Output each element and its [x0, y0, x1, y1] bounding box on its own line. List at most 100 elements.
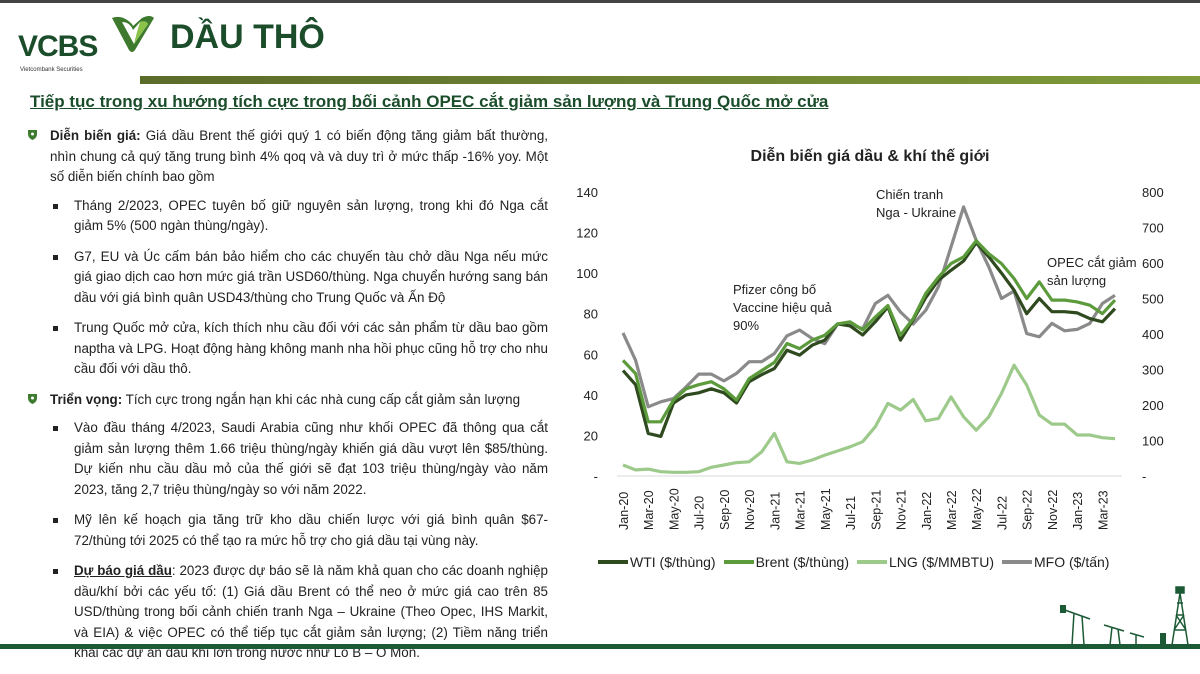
x-axis-tick-label: Nov-22	[1046, 490, 1060, 530]
bottom-border	[0, 644, 1200, 649]
x-axis-tick-label: Sep-20	[718, 490, 732, 530]
series-line-brent	[621, 239, 1117, 424]
x-axis-tick-label: Mar-22	[945, 490, 959, 530]
right-axis-tick-label: 800	[1142, 185, 1164, 200]
x-axis-tick-label: Jan-20	[617, 492, 631, 530]
x-axis-tick-label: Mar-21	[794, 490, 808, 530]
bullet-text: G7, EU và Úc cấm bán bảo hiểm cho các ch…	[74, 248, 548, 305]
legend-label: LNG ($/MMBTU)	[888, 554, 994, 570]
oil-rig-decoration-icon	[1060, 586, 1189, 645]
bullet-text: Tháng 2/2023, OPEC tuyên bố giữ nguyên s…	[74, 197, 548, 234]
x-axis-tick-label: Jan-21	[768, 492, 782, 530]
square-bullet-icon	[53, 254, 58, 260]
right-axis-tick-label: 500	[1142, 292, 1164, 307]
shield-bullet-icon	[28, 393, 37, 404]
page-title: DẦU THÔ	[170, 18, 325, 56]
shield-bullet-icon	[28, 130, 37, 140]
annotation-line: 90%	[733, 318, 760, 333]
x-axis-tick-label: May-20	[667, 488, 681, 530]
x-axis-tick-label: Nov-20	[743, 490, 757, 530]
left-axis-tick-label: 140	[576, 185, 598, 200]
page-subtitle: Tiếp tục trong xu hướng tích cực trong b…	[30, 92, 829, 111]
legend-label: MFO ($/tấn)	[1033, 554, 1110, 570]
annotation-war: Chiến tranh Nga - Ukraine	[876, 186, 956, 222]
annotation-pfizer: Pfizer công bố Vaccine hiệu quả 90%	[733, 281, 832, 335]
square-bullet-icon	[53, 326, 58, 331]
x-axis-tick-label: Jul-21	[844, 496, 858, 530]
series-line-mfo	[621, 205, 1116, 409]
legend-item-lng: LNG ($/MMBTU)	[856, 554, 994, 570]
bullet-item: G7, EU và Úc cấm bán bảo hiểm cho các ch…	[28, 247, 548, 309]
bullet-text: Vào đầu tháng 4/2023, Saudi Arabia cũng …	[74, 420, 548, 497]
annotation-line: Pfizer công bố	[733, 282, 817, 297]
bullet-item: Trung Quốc mở cửa, kích thích nhu cầu đố…	[28, 318, 548, 380]
bullet-item: Vào đầu tháng 4/2023, Saudi Arabia cũng …	[28, 418, 548, 500]
oil-gas-price-chart: - 20 40 60 80 100 120 140 - 100 200 300 400 500 600 700…	[576, 185, 1164, 530]
left-axis-tick-label: 40	[584, 388, 598, 403]
legend-swatch	[723, 560, 754, 564]
square-bullet-icon	[53, 518, 58, 523]
legend-swatch	[598, 560, 628, 564]
x-axis-tick-label: Jul-20	[693, 496, 707, 530]
right-axis-tick-label: -	[1142, 469, 1146, 484]
chart-legend: WTI ($/thùng) Brent ($/thùng) LNG ($/MMB…	[598, 554, 1109, 570]
left-axis-tick-label: -	[594, 469, 598, 484]
right-axis-tick-label: 700	[1142, 221, 1164, 236]
x-axis-tick-label: Mar-23	[1096, 490, 1110, 530]
x-axis-tick-label: Sep-21	[869, 490, 883, 530]
right-axis-tick-label: 400	[1142, 327, 1164, 342]
square-bullet-icon	[53, 569, 58, 574]
series-line-lng	[622, 363, 1116, 474]
left-axis-tick-label: 20	[584, 428, 598, 443]
x-axis-tick-label: Sep-22	[1021, 490, 1035, 530]
right-axis-tick-label: 600	[1142, 256, 1164, 271]
annotation-line: OPEC cắt giảm	[1047, 255, 1137, 270]
legend-label: Brent ($/thùng)	[755, 554, 849, 570]
section-text: Giá dầu Brent thế giới quý 1 có biến độn…	[50, 128, 548, 184]
logo-v-mark-icon	[112, 16, 154, 52]
section-text: Tích cực trong ngắn hạn khi các nhà cung…	[122, 391, 521, 407]
x-axis-tick-label: Jul-22	[995, 496, 1009, 530]
legend-swatch	[856, 560, 887, 564]
top-border	[0, 0, 1200, 3]
section-label: Diễn biến giá:	[50, 128, 141, 143]
section-price-movement: Diễn biến giá: Giá dầu Brent thế giới qu…	[28, 126, 548, 188]
legend-label: WTI ($/thùng)	[630, 554, 716, 570]
left-axis-tick-label: 120	[576, 226, 598, 241]
annotation-line: Nga - Ukraine	[876, 205, 957, 220]
left-axis-tick-label: 60	[584, 347, 598, 362]
square-bullet-icon	[53, 203, 58, 209]
right-axis-tick-label: 100	[1142, 434, 1164, 449]
bullet-item: Mỹ lên kế hoạch gia tăng trữ kho dầu chi…	[28, 510, 548, 551]
x-axis-tick-label: May-22	[970, 488, 984, 530]
x-axis-tick-label: Jan-22	[920, 492, 934, 530]
logo-text: VCBS	[18, 30, 98, 63]
commentary-text: Diễn biến giá: Giá dầu Brent thế giới qu…	[28, 126, 548, 674]
logo-subtext: Vietcombank Securities	[20, 67, 83, 73]
left-axis-tick-label: 80	[584, 307, 598, 322]
legend-item-mfo: MFO ($/tấn)	[1001, 554, 1110, 570]
forecast-label: Dự báo giá dầu	[74, 563, 172, 578]
chart-title: Diễn biến giá dầu & khí thế giới	[750, 148, 990, 165]
legend-item-wti: WTI ($/thùng)	[598, 554, 716, 570]
square-bullet-icon	[53, 426, 58, 431]
x-axis-tick-label: May-21	[819, 488, 833, 530]
annotation-line: sản lượng	[1047, 273, 1107, 288]
bullet-text: Mỹ lên kế hoạch gia tăng trữ kho dầu chi…	[74, 512, 548, 548]
section-outlook: Triển vọng: Tích cực trong ngắn hạn khi …	[28, 390, 548, 411]
legend-item-brent: Brent ($/thùng)	[723, 554, 849, 570]
left-axis-tick-label: 100	[576, 266, 598, 281]
annotation-line: Vaccine hiệu quả	[733, 300, 832, 315]
series-line-wti	[621, 241, 1117, 438]
x-axis-tick-label: Nov-21	[895, 490, 909, 530]
annotation-line: Chiến tranh	[876, 187, 944, 202]
right-axis-tick-label: 200	[1142, 398, 1164, 413]
x-axis-tick-label: Mar-20	[642, 490, 656, 530]
x-axis-tick-label: Jan-23	[1071, 492, 1085, 530]
right-axis-tick-label: 300	[1142, 363, 1164, 378]
title-divider-bar	[140, 76, 1200, 84]
annotation-opec: OPEC cắt giảm sản lượng	[1047, 254, 1137, 290]
legend-swatch	[1001, 560, 1032, 564]
section-label: Triển vọng:	[50, 391, 123, 407]
bullet-item: Tháng 2/2023, OPEC tuyên bố giữ nguyên s…	[28, 196, 548, 237]
